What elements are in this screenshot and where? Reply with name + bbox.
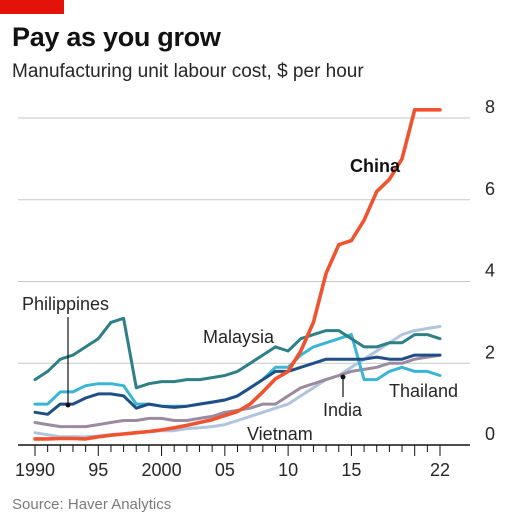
x-tick-label-1990: 1990 [15,460,55,480]
x-tick-label-2000: 2000 [142,460,182,480]
x-tick-label-2015: 15 [341,460,361,480]
label-china: China [350,156,401,176]
gridlines [18,117,470,446]
brand-bar [0,0,64,14]
series-line-philippines [33,353,442,416]
source-note: Source: Haver Analytics [12,496,172,513]
y-tick-label-0: 0 [485,424,495,444]
label-malaysia: Malaysia [203,327,275,347]
x-tick-label-1995: 95 [88,460,108,480]
series-line-malaysia [33,316,442,390]
series-labels: China Malaysia Philippines Thailand Indi… [22,156,458,444]
y-tick-label-2: 2 [485,342,495,362]
philippines-leader-dot [65,402,71,408]
series-line-china [33,108,442,441]
chart-title: Pay as you grow [12,22,221,52]
x-axis: 1990 95 2000 05 10 15 22 [15,445,450,480]
x-tick-label-2005: 05 [215,460,235,480]
label-india: India [323,400,363,420]
series-line-india [33,353,442,429]
label-philippines: Philippines [22,294,109,314]
chart-subtitle: Manufacturing unit labour cost, $ per ho… [12,61,364,82]
label-thailand: Thailand [389,381,458,401]
x-tick-label-2022: 22 [430,460,450,480]
y-tick-label-6: 6 [485,179,495,199]
india-leader-dot [340,374,346,380]
y-axis-labels: 0 2 4 6 8 [485,97,495,444]
y-tick-label-8: 8 [485,97,495,117]
label-vietnam: Vietnam [247,424,313,444]
x-tick-label-2010: 10 [278,460,298,480]
y-tick-label-4: 4 [485,261,495,281]
line-chart: 0 2 4 6 8 China Malaysia Philippines Thailan… [15,97,495,480]
series-lines [33,108,442,441]
